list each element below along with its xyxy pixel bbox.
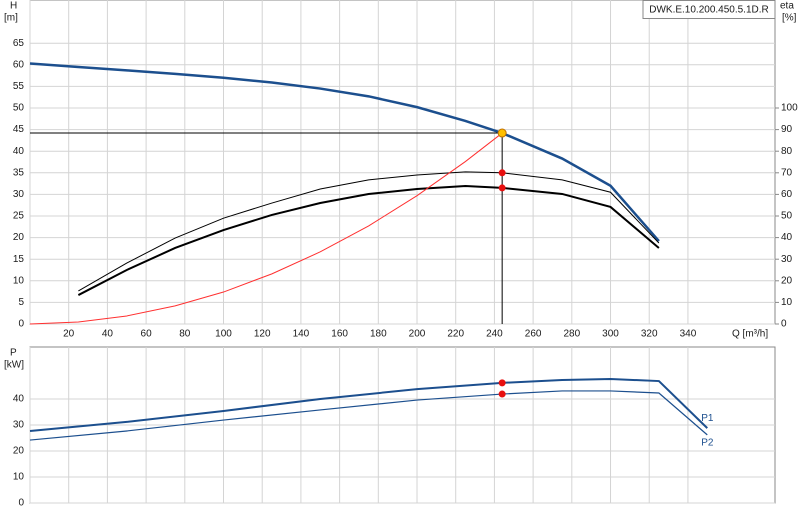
- y-axis-unit: [m]: [4, 13, 18, 24]
- y2-tick-label: 80: [781, 146, 793, 157]
- x-tick-label: 60: [141, 329, 153, 340]
- y2-tick-label: 100: [781, 103, 798, 114]
- y-tick-label: 60: [13, 59, 25, 70]
- x-tick-label: 300: [602, 329, 619, 340]
- y2-tick-label: 40: [781, 232, 793, 243]
- curve: [29, 377, 708, 432]
- operating-point: [497, 128, 507, 138]
- x-tick-label: 160: [331, 329, 348, 340]
- curve: [77, 184, 660, 296]
- y2-tick-label: 60: [781, 189, 793, 200]
- x-tick-label: 120: [254, 329, 271, 340]
- y-tick-label: 0: [18, 498, 24, 509]
- curve: [29, 390, 708, 441]
- y-axis-label: H: [10, 1, 17, 12]
- x-tick-label: 260: [525, 329, 542, 340]
- point-marker: [498, 390, 506, 398]
- y-tick-label: 0: [18, 319, 24, 330]
- y2-axis-label: eta: [780, 1, 794, 12]
- y2-tick-label: 20: [781, 275, 793, 286]
- x-tick-label: 80: [179, 329, 191, 340]
- x-tick-label: 20: [63, 329, 75, 340]
- x-tick-label: 40: [102, 329, 114, 340]
- plot-area: [29, 0, 776, 325]
- x-tick-label: 220: [447, 329, 464, 340]
- point-marker: [498, 184, 506, 192]
- curve: [29, 62, 660, 242]
- y-tick-label: 40: [13, 394, 25, 405]
- x-tick-label: 340: [680, 329, 697, 340]
- curve: [29, 132, 503, 325]
- y2-tick-label: 0: [781, 319, 787, 330]
- y-axis-unit: [kW]: [4, 360, 24, 371]
- x-tick-label: 320: [641, 329, 658, 340]
- y-tick-label: 10: [13, 472, 25, 483]
- y2-tick-label: 30: [781, 254, 793, 265]
- y-tick-label: 15: [13, 254, 25, 265]
- y-tick-label: 10: [13, 275, 25, 286]
- curve: [78, 171, 660, 292]
- legend-label: P2: [701, 438, 714, 449]
- chart-title: DWK.E.10.200.450.5.1D.R: [649, 5, 769, 16]
- y-tick-label: 5: [18, 297, 24, 308]
- legend-label: P1: [701, 413, 714, 424]
- x-axis-label: Q [m³/h]: [732, 329, 768, 340]
- point-marker: [498, 379, 506, 387]
- y-tick-label: 40: [13, 146, 25, 157]
- x-tick-label: 280: [563, 329, 580, 340]
- y2-axis-unit: [%]: [782, 13, 797, 24]
- x-tick-label: 100: [215, 329, 232, 340]
- x-tick-label: 140: [293, 329, 310, 340]
- y-tick-label: 55: [13, 81, 25, 92]
- y-tick-label: 30: [13, 420, 25, 431]
- point-marker: [498, 169, 506, 177]
- y-tick-label: 45: [13, 124, 25, 135]
- x-tick-label: 240: [486, 329, 503, 340]
- title-box: [642, 0, 776, 19]
- y2-tick-label: 10: [781, 297, 793, 308]
- y-tick-label: 30: [13, 189, 25, 200]
- y2-tick-label: 50: [781, 211, 793, 222]
- y-tick-label: 25: [13, 211, 25, 222]
- y-axis-label: P: [10, 348, 17, 359]
- y-tick-label: 20: [13, 446, 25, 457]
- y2-tick-label: 70: [781, 167, 793, 178]
- y-tick-label: 35: [13, 167, 25, 178]
- y-tick-label: 50: [13, 103, 25, 114]
- y-tick-label: 20: [13, 232, 25, 243]
- y2-tick-label: 90: [781, 124, 793, 135]
- x-tick-label: 180: [370, 329, 387, 340]
- x-tick-label: 200: [409, 329, 426, 340]
- y-tick-label: 65: [13, 38, 25, 49]
